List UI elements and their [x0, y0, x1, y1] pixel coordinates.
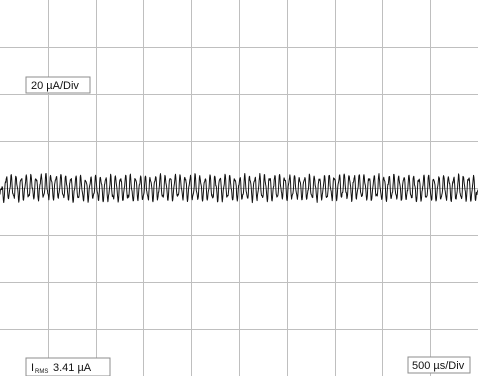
- measurement-box: I RMS 3.41 µA: [25, 357, 111, 376]
- vertical-scale-box-frame: [25, 76, 91, 94]
- vertical-scale-box: 20 µA/Div: [25, 76, 91, 94]
- measurement-box-frame: [25, 357, 111, 376]
- horizontal-scale-box-frame: [407, 356, 471, 374]
- signal-trace: [0, 172, 478, 204]
- measurement-value: 3.41 µA: [53, 362, 92, 374]
- measurement-subscript: RMS: [35, 369, 48, 375]
- measurement-symbol: I: [31, 362, 34, 374]
- horizontal-scale-box: 500 µs/Div: [407, 356, 471, 374]
- horizontal-scale-label: 500 µs/Div: [412, 360, 465, 372]
- vertical-scale-label: 20 µA/Div: [31, 80, 79, 92]
